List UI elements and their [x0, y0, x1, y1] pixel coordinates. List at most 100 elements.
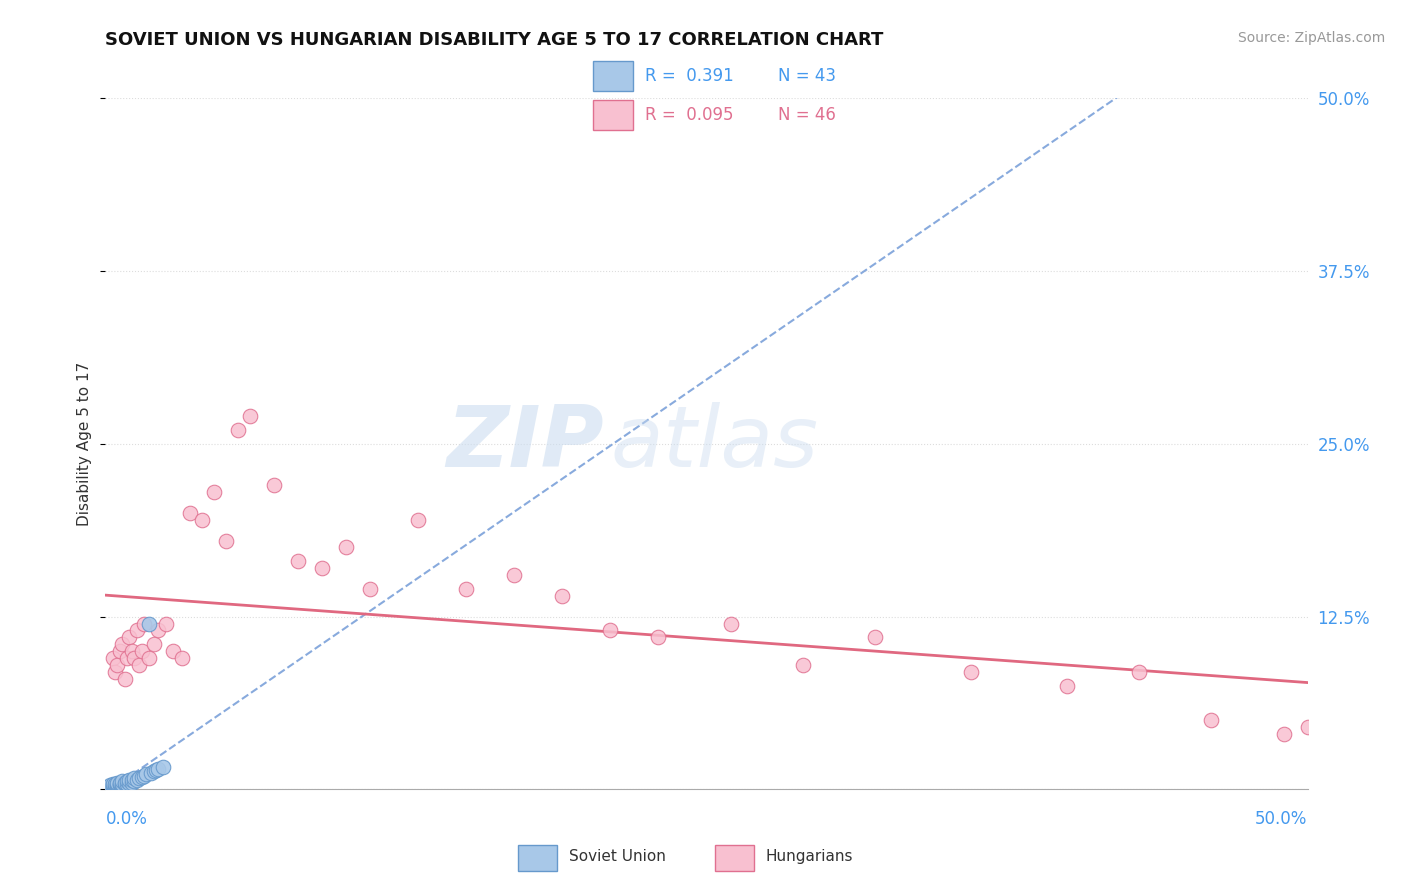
Point — [131, 644, 153, 658]
Point — [142, 637, 165, 651]
Point — [124, 774, 146, 789]
Point — [101, 777, 124, 791]
Text: R =  0.391: R = 0.391 — [645, 68, 734, 86]
Point — [1128, 665, 1150, 679]
Point — [104, 778, 127, 792]
Point — [114, 775, 136, 789]
Point — [142, 764, 165, 779]
Point — [139, 765, 162, 780]
Point — [111, 777, 134, 791]
Point — [152, 760, 174, 774]
Point — [128, 658, 150, 673]
Point — [599, 624, 621, 638]
Point — [121, 644, 143, 658]
Y-axis label: Disability Age 5 to 17: Disability Age 5 to 17 — [77, 361, 93, 526]
Point — [115, 651, 138, 665]
Point — [98, 780, 121, 794]
Point — [190, 513, 212, 527]
Point — [111, 637, 134, 651]
Point — [202, 485, 225, 500]
Point — [135, 767, 157, 781]
Point — [101, 651, 124, 665]
Point — [124, 772, 146, 786]
Text: N = 46: N = 46 — [779, 106, 837, 124]
Point — [107, 658, 129, 673]
Point — [108, 778, 131, 792]
Point — [114, 672, 136, 686]
Text: 0.0%: 0.0% — [105, 810, 148, 828]
Point — [125, 624, 148, 638]
Point — [311, 561, 333, 575]
Point — [104, 780, 127, 794]
Point — [107, 777, 129, 791]
Point — [118, 772, 141, 787]
FancyBboxPatch shape — [593, 62, 633, 91]
Point — [239, 409, 262, 424]
Point — [335, 541, 357, 555]
Point — [1201, 714, 1223, 728]
Point — [131, 770, 153, 784]
Point — [121, 772, 143, 787]
Point — [107, 780, 129, 794]
Point — [1296, 720, 1319, 734]
Point — [148, 624, 170, 638]
Point — [145, 763, 167, 777]
Text: Source: ZipAtlas.com: Source: ZipAtlas.com — [1237, 31, 1385, 45]
Point — [98, 780, 121, 795]
Point — [162, 644, 184, 658]
Point — [125, 772, 148, 787]
FancyBboxPatch shape — [714, 845, 754, 871]
Text: 50.0%: 50.0% — [1256, 810, 1308, 828]
Point — [1272, 727, 1295, 741]
Text: atlas: atlas — [610, 402, 818, 485]
Point — [792, 658, 814, 673]
Point — [406, 513, 429, 527]
Point — [214, 533, 236, 548]
Point — [960, 665, 983, 679]
Point — [148, 762, 170, 776]
Point — [454, 582, 477, 596]
Point — [720, 616, 742, 631]
Point — [101, 780, 124, 795]
Point — [104, 665, 127, 679]
Point — [111, 778, 134, 792]
Text: Soviet Union: Soviet Union — [569, 849, 666, 864]
Point — [263, 478, 285, 492]
FancyBboxPatch shape — [593, 100, 633, 130]
Point — [503, 568, 526, 582]
Point — [107, 775, 129, 789]
Point — [179, 506, 201, 520]
Point — [138, 651, 160, 665]
Point — [114, 777, 136, 791]
Point — [101, 780, 124, 794]
Point — [138, 616, 160, 631]
Point — [115, 774, 138, 789]
Point — [108, 777, 131, 791]
Point — [118, 631, 141, 645]
Point — [121, 775, 143, 789]
Text: R =  0.095: R = 0.095 — [645, 106, 734, 124]
Point — [107, 778, 129, 792]
Point — [108, 644, 131, 658]
Point — [128, 772, 150, 786]
Point — [1056, 679, 1078, 693]
Point — [132, 616, 155, 631]
Point — [97, 780, 120, 794]
Point — [115, 777, 138, 791]
Point — [647, 631, 669, 645]
Point — [287, 554, 309, 568]
Point — [359, 582, 381, 596]
Text: SOVIET UNION VS HUNGARIAN DISABILITY AGE 5 TO 17 CORRELATION CHART: SOVIET UNION VS HUNGARIAN DISABILITY AGE… — [105, 31, 884, 49]
Point — [863, 631, 886, 645]
Point — [132, 769, 155, 783]
Point — [111, 774, 134, 789]
Point — [101, 778, 124, 792]
Point — [124, 651, 146, 665]
Point — [118, 775, 141, 789]
Point — [104, 777, 127, 791]
FancyBboxPatch shape — [517, 845, 557, 871]
Text: Hungarians: Hungarians — [766, 849, 853, 864]
Text: N = 43: N = 43 — [779, 68, 837, 86]
Point — [172, 651, 194, 665]
Point — [155, 616, 177, 631]
